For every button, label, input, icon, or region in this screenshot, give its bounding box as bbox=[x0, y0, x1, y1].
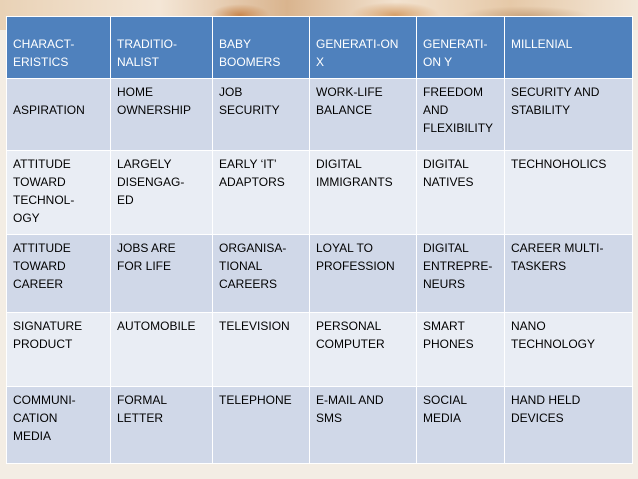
table-row: ASPIRATION HOME OWNERSHIP JOB SECURITY WOR… bbox=[6, 78, 633, 151]
row-label-cell: ASPIRATION bbox=[6, 78, 111, 151]
table-cell: LOYAL TO PROFESSION bbox=[309, 234, 417, 313]
table-cell: DIGITAL ENTREPRE- NEURS bbox=[416, 234, 505, 313]
table-header-row: CHARACT- ERISTICS TRADITIO- NALIST BABY BOO… bbox=[6, 16, 633, 79]
row-label-cell: ATTITUDE TOWARD TECHNOL- OGY bbox=[6, 150, 111, 235]
table-row: ATTITUDE TOWARD CAREER JOBS ARE FOR LIFE OR… bbox=[6, 234, 633, 313]
header-cell-traditionalist: TRADITIO- NALIST bbox=[110, 16, 213, 79]
table-cell: LARGELY DISENGAG- ED bbox=[110, 150, 213, 235]
header-cell-generation-x: GENERATI-ON X bbox=[309, 16, 417, 79]
row-label-cell: COMMUNI- CATION MEDIA bbox=[6, 386, 111, 464]
generations-table: CHARACT- ERISTICS TRADITIO- NALIST BABY BOO… bbox=[6, 16, 633, 464]
header-cell-baby-boomers: BABY BOOMERS bbox=[212, 16, 310, 79]
table-cell: HOME OWNERSHIP bbox=[110, 78, 213, 151]
table-cell: TELEPHONE bbox=[212, 386, 310, 464]
table-row: ATTITUDE TOWARD TECHNOL- OGY LARGELY DISENGA… bbox=[6, 150, 633, 235]
table-cell: JOB SECURITY bbox=[212, 78, 310, 151]
table-cell: PERSONAL COMPUTER bbox=[309, 312, 417, 387]
table-row: COMMUNI- CATION MEDIA FORMAL LETTER TELEPHO… bbox=[6, 386, 633, 464]
table-cell: FORMAL LETTER bbox=[110, 386, 213, 464]
table-cell: AUTOMOBILE bbox=[110, 312, 213, 387]
table-cell: TECHNOHOLICS bbox=[504, 150, 633, 235]
row-label-cell: SIGNATURE PRODUCT bbox=[6, 312, 111, 387]
header-cell-characteristics: CHARACT- ERISTICS bbox=[6, 16, 111, 79]
table-row: SIGNATURE PRODUCT AUTOMOBILE TELEVISION P… bbox=[6, 312, 633, 387]
row-label-cell: ATTITUDE TOWARD CAREER bbox=[6, 234, 111, 313]
table-cell: JOBS ARE FOR LIFE bbox=[110, 234, 213, 313]
table-cell: CAREER MULTI- TASKERS bbox=[504, 234, 633, 313]
table-cell: NANO TECHNOLOGY bbox=[504, 312, 633, 387]
table-cell: SECURITY AND STABILITY bbox=[504, 78, 633, 151]
table-cell: EARLY ‘IT’ ADAPTORS bbox=[212, 150, 310, 235]
header-cell-generation-y: GENERATI- ON Y bbox=[416, 16, 505, 79]
header-cell-millenial: MILLENIAL bbox=[504, 16, 633, 79]
table-cell: SMART PHONES bbox=[416, 312, 505, 387]
table-cell: ORGANISA- TIONAL CAREERS bbox=[212, 234, 310, 313]
table-cell: TELEVISION bbox=[212, 312, 310, 387]
table-cell: FREEDOM AND FLEXIBILITY bbox=[416, 78, 505, 151]
table-cell: HAND HELD DEVICES bbox=[504, 386, 633, 464]
table-cell: E-MAIL AND SMS bbox=[309, 386, 417, 464]
table-cell: WORK-LIFE BALANCE bbox=[309, 78, 417, 151]
table-cell: DIGITAL NATIVES bbox=[416, 150, 505, 235]
table-cell: SOCIAL MEDIA bbox=[416, 386, 505, 464]
table-cell: DIGITAL IMMIGRANTS bbox=[309, 150, 417, 235]
